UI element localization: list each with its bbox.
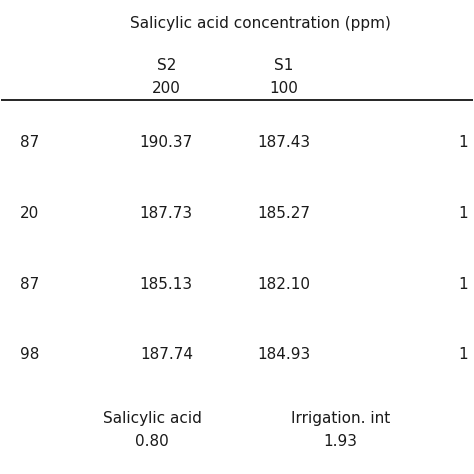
- Text: 182.10: 182.10: [258, 277, 310, 292]
- Text: S2: S2: [156, 58, 176, 73]
- Text: 185.13: 185.13: [140, 277, 193, 292]
- Text: Salicylic acid: Salicylic acid: [103, 411, 201, 426]
- Text: 187.74: 187.74: [140, 347, 193, 362]
- Text: 87: 87: [20, 277, 39, 292]
- Text: 100: 100: [270, 82, 299, 97]
- Text: 200: 200: [152, 82, 181, 97]
- Text: Salicylic acid concentration (ppm): Salicylic acid concentration (ppm): [130, 16, 391, 30]
- Text: 185.27: 185.27: [258, 206, 310, 221]
- Text: 20: 20: [20, 206, 39, 221]
- Text: 1.93: 1.93: [324, 435, 358, 449]
- Text: 0.80: 0.80: [135, 435, 169, 449]
- Text: 1: 1: [458, 206, 468, 221]
- Text: 187.73: 187.73: [140, 206, 193, 221]
- Text: 1: 1: [458, 277, 468, 292]
- Text: 190.37: 190.37: [140, 135, 193, 150]
- Text: 87: 87: [20, 135, 39, 150]
- Text: Irrigation. int: Irrigation. int: [291, 411, 390, 426]
- Text: 1: 1: [458, 347, 468, 362]
- Text: 184.93: 184.93: [257, 347, 311, 362]
- Text: S1: S1: [274, 58, 294, 73]
- Text: 1: 1: [458, 135, 468, 150]
- Text: 187.43: 187.43: [257, 135, 310, 150]
- Text: 98: 98: [20, 347, 40, 362]
